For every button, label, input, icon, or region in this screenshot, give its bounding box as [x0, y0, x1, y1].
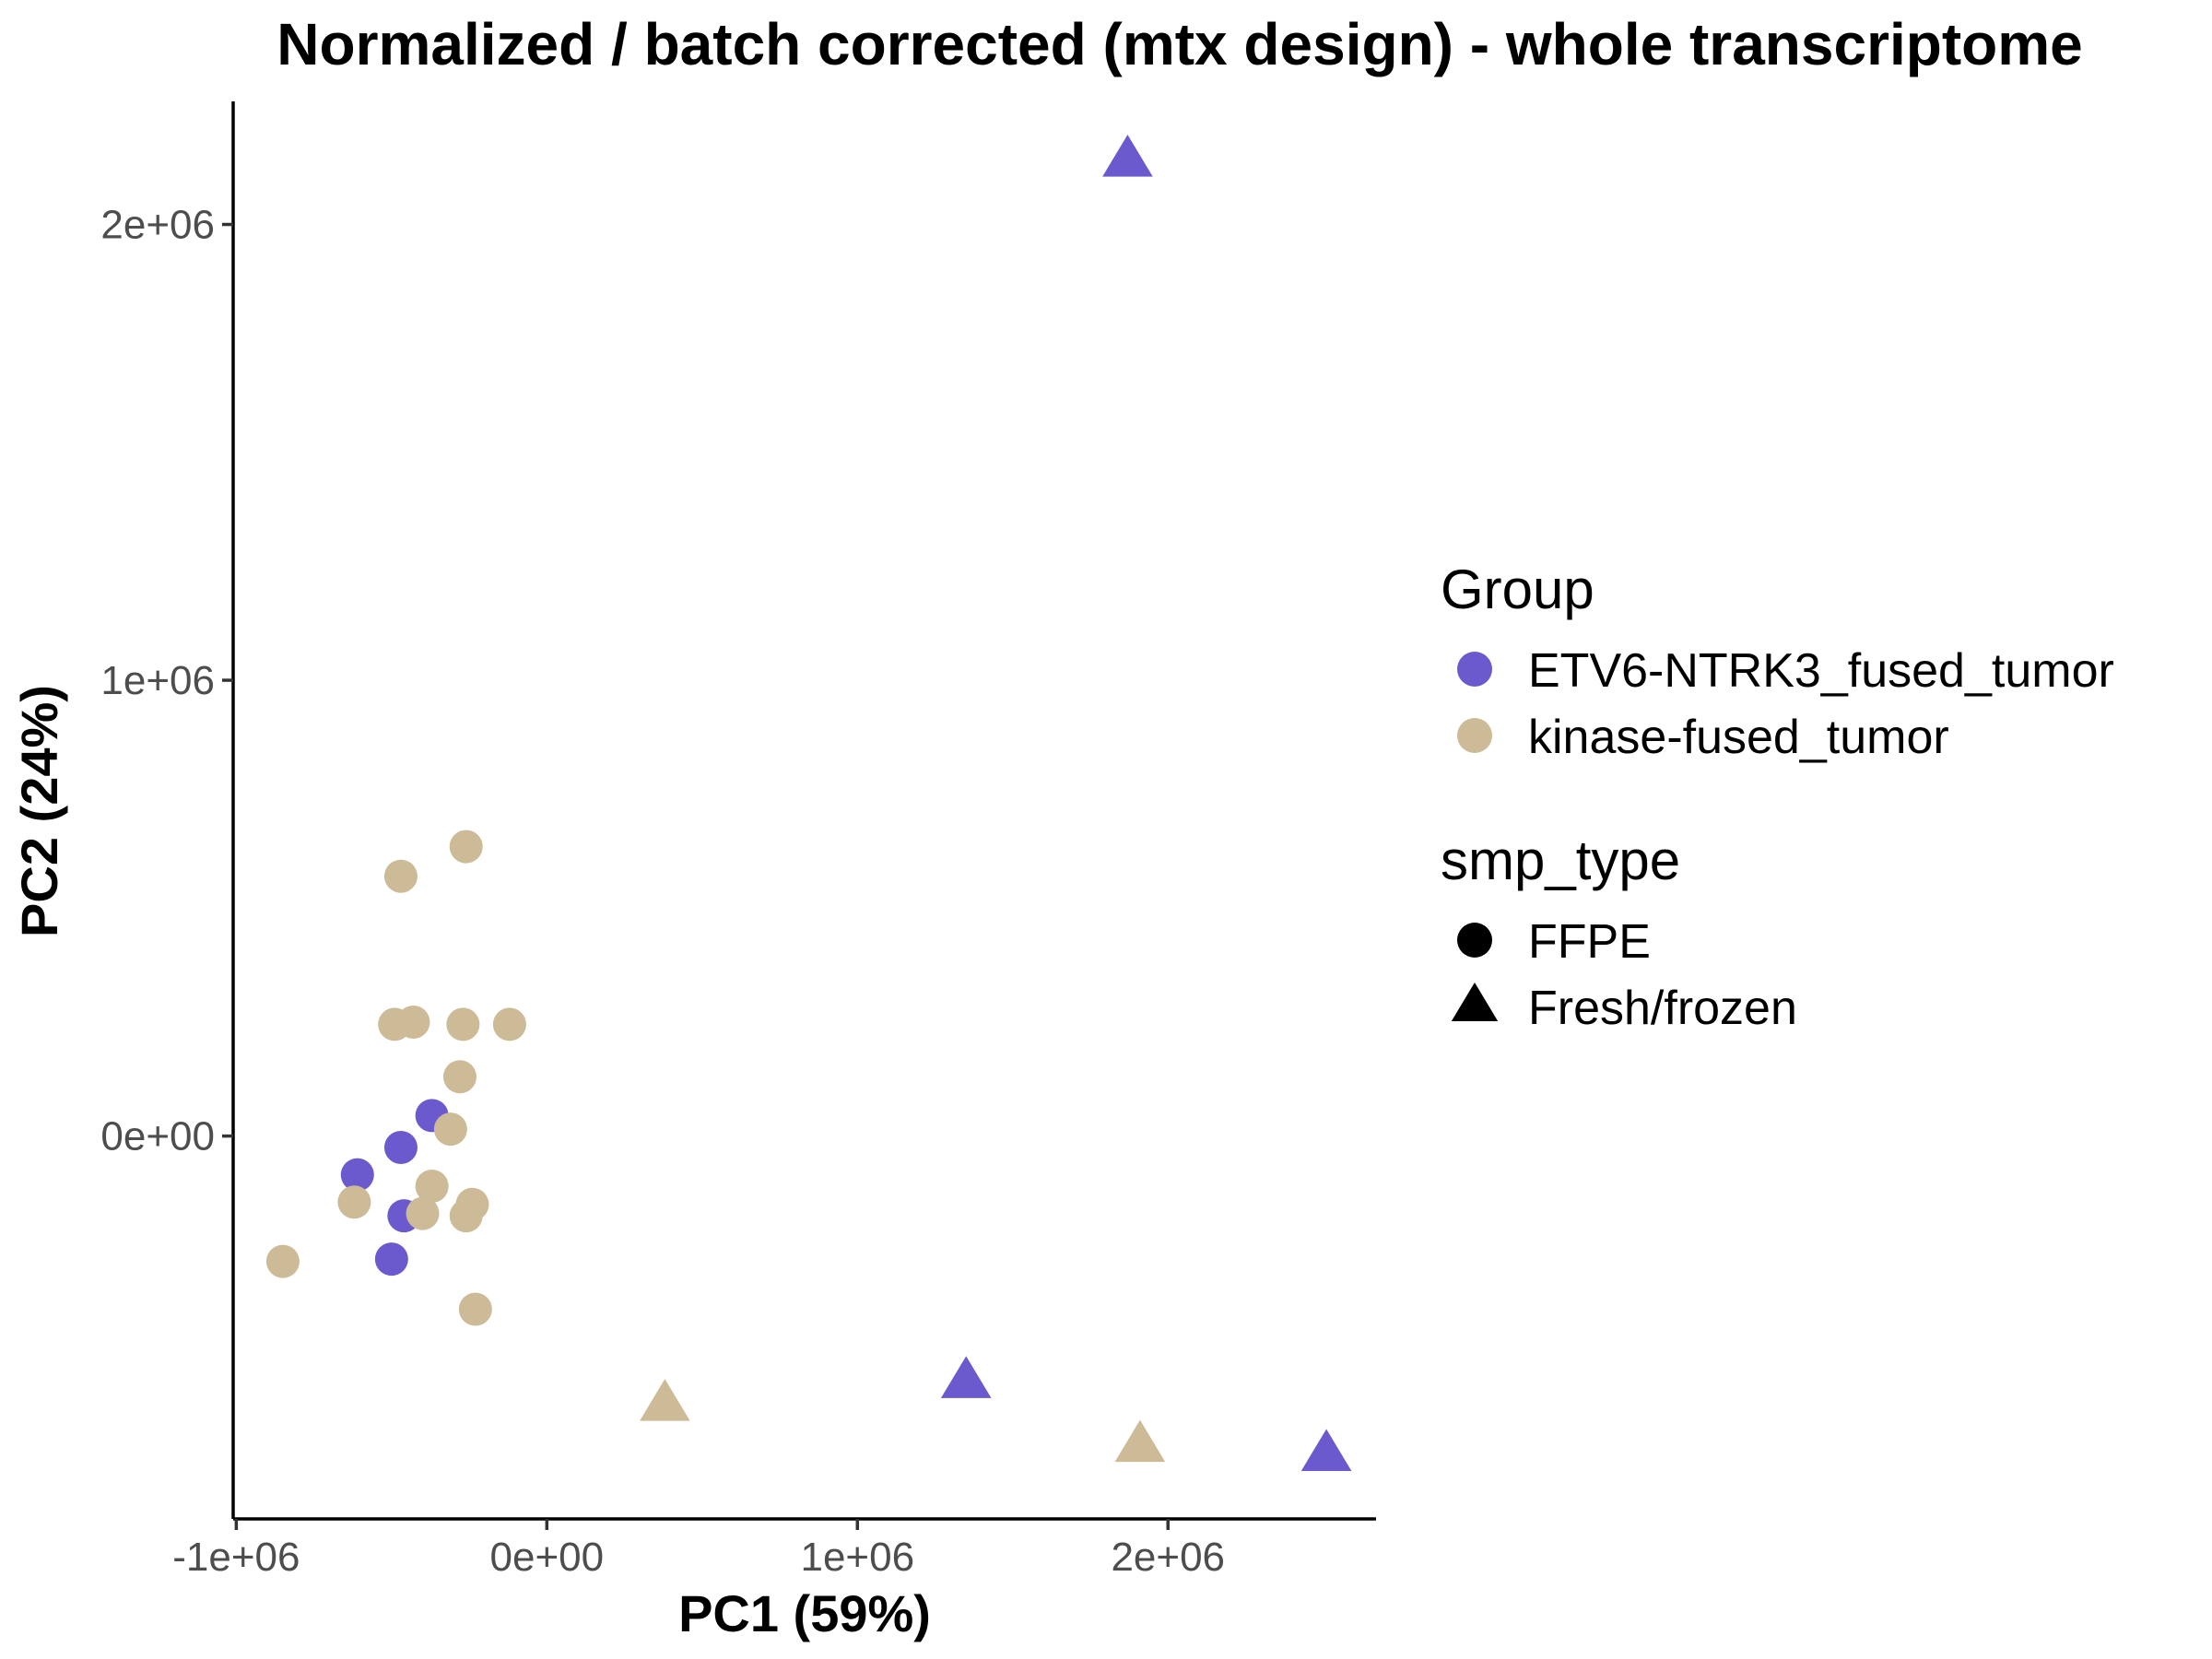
data-point-circle	[340, 1158, 374, 1192]
data-point-circle	[446, 1007, 480, 1041]
data-point-circle	[415, 1169, 449, 1203]
data-point-triangle	[940, 1356, 992, 1398]
x-tick-label: -1e+06	[172, 1535, 300, 1580]
legend-title: smp_type	[1441, 830, 1680, 891]
data-points	[265, 135, 1352, 1472]
data-point-circle	[337, 1185, 371, 1219]
x-axis-title: PC1 (59%)	[678, 1584, 931, 1642]
data-point-triangle	[1114, 1419, 1166, 1463]
y-tick-label: 2e+06	[100, 203, 215, 248]
legend-key-circle	[1457, 718, 1492, 753]
data-point-triangle	[1102, 135, 1153, 177]
data-point-circle	[449, 830, 483, 864]
data-point-circle	[406, 1196, 440, 1230]
data-point-circle	[449, 1199, 483, 1233]
data-point-circle	[383, 1130, 418, 1164]
data-point-triangle	[640, 1379, 690, 1421]
data-point-circle	[374, 1242, 408, 1277]
legend-label: ETV6-NTRK3_fused_tumor	[1528, 644, 2114, 698]
chart-title: Normalized / batch corrected (mtx design…	[276, 11, 2083, 77]
data-point-circle	[433, 1112, 467, 1147]
data-point-circle	[458, 1292, 492, 1326]
legend-key-circle	[1457, 923, 1492, 958]
data-point-circle	[396, 1005, 430, 1039]
data-point-circle	[492, 1007, 526, 1041]
legend-title: Group	[1441, 559, 1594, 620]
x-axis-ticks: -1e+06 0e+00 1e+06 2e+06	[172, 1519, 1225, 1580]
y-tick-label: 0e+00	[100, 1114, 215, 1159]
legend-label: kinase-fused_tumor	[1528, 711, 1949, 764]
data-point-triangle	[1300, 1429, 1352, 1472]
x-tick-label: 1e+06	[800, 1535, 914, 1580]
data-point-circle	[442, 1060, 477, 1094]
data-point-circle	[383, 859, 418, 893]
legend-key-circle	[1457, 652, 1492, 687]
legend-label: FFPE	[1528, 915, 1651, 969]
x-tick-label: 2e+06	[1111, 1535, 1225, 1580]
y-axis-ticks: 0e+00 1e+06 2e+06	[100, 203, 233, 1159]
x-tick-label: 0e+00	[490, 1535, 605, 1580]
legend: Group ETV6-NTRK3_fused_tumor kinase-fused_…	[1441, 559, 2114, 1035]
data-point-circle	[265, 1244, 300, 1278]
y-axis-title: PC2 (24%)	[10, 685, 68, 937]
legend-label: Fresh/frozen	[1528, 982, 1797, 1035]
y-tick-label: 1e+06	[100, 658, 215, 703]
legend-key-triangle	[1451, 982, 1499, 1021]
